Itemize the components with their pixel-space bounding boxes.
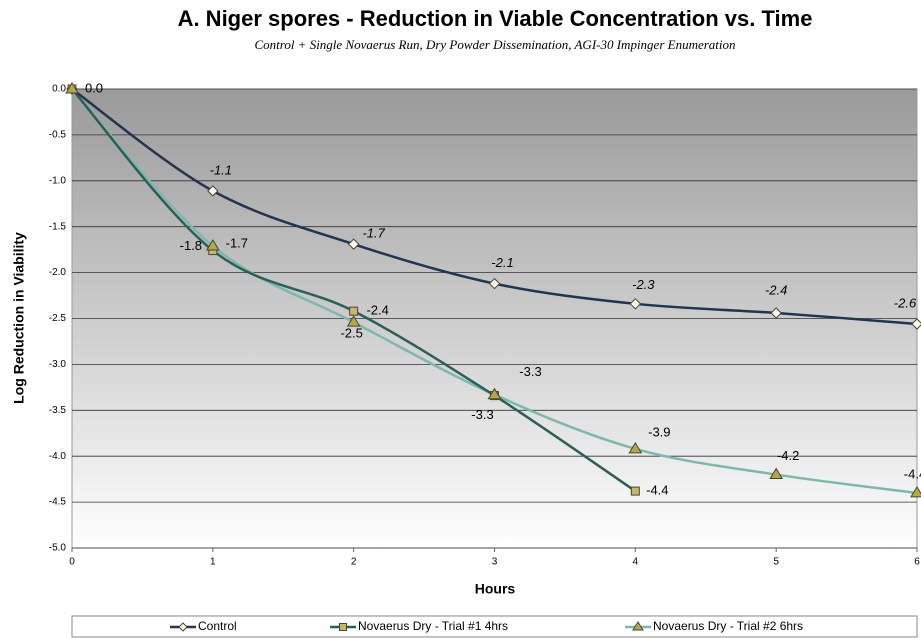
data-label: -2.3 [632, 277, 655, 292]
marker [347, 238, 360, 250]
marker [346, 315, 361, 327]
x-tick-label: 6 [914, 557, 920, 568]
x-tick-label: 1 [210, 557, 216, 568]
x-tick-label: 4 [633, 557, 639, 568]
x-tick-label: 5 [773, 557, 779, 568]
y-tick-label: -1.5 [49, 221, 67, 232]
marker [769, 467, 784, 480]
data-label: -3.3 [519, 364, 541, 379]
y-tick-label: -2.5 [49, 313, 67, 324]
y-tick-label: 0.0 [52, 84, 66, 95]
marker [630, 486, 640, 496]
y-tick-label: -2.0 [49, 267, 67, 278]
data-label: -4.2 [777, 448, 799, 463]
marker [911, 318, 921, 330]
y-tick-label: -3.5 [49, 405, 67, 416]
legend-marker [339, 623, 347, 631]
marker [770, 307, 782, 319]
legend-label: Novaerus Dry - Trial #1 4hrs [358, 619, 508, 633]
data-label: -3.3 [471, 407, 493, 422]
data-label: 0.0 [85, 80, 103, 95]
data-label: -1.8 [180, 238, 202, 253]
data-label: -1.7 [226, 235, 248, 250]
y-tick-label: -4.0 [49, 451, 67, 462]
data-label: -2.5 [340, 326, 362, 341]
y-tick-label: -1.0 [49, 175, 67, 186]
marker [487, 387, 502, 400]
marker [349, 306, 359, 316]
data-label: -1.1 [210, 162, 232, 177]
y-axis-title: Log Reduction in Viability [11, 232, 27, 404]
marker [205, 239, 220, 251]
y-tick-label: -5.0 [49, 543, 67, 554]
marker [628, 441, 643, 454]
legend [71, 615, 918, 638]
data-label: -2.4 [366, 303, 388, 318]
legend-marker [178, 622, 188, 632]
marker [488, 277, 501, 290]
legend-label: Control [198, 619, 237, 633]
x-tick-label: 0 [69, 557, 75, 568]
x-tick-label: 3 [492, 557, 498, 568]
y-tick-label: -3.0 [49, 359, 67, 370]
data-label: -2.4 [765, 282, 787, 297]
x-axis-title: Hours [475, 581, 516, 597]
data-label: -1.7 [362, 226, 385, 241]
chart-title: A. Niger spores - Reduction in Viable Co… [178, 6, 813, 31]
chart-subtitle: Control + Single Novaerus Run, Dry Powde… [254, 37, 735, 52]
marker [207, 185, 219, 197]
data-label: -2.1 [491, 255, 513, 270]
legend-label: Novaerus Dry - Trial #2 6hrs [653, 619, 803, 633]
data-label: -4.4 [646, 483, 668, 498]
data-label: -2.6 [894, 295, 917, 310]
data-label: -4.4 [904, 466, 921, 481]
legend-marker [632, 621, 644, 631]
marker [910, 485, 921, 498]
x-tick-label: 2 [351, 557, 357, 568]
marker [629, 298, 642, 310]
y-tick-label: -0.5 [49, 130, 67, 141]
y-tick-label: -4.5 [49, 497, 67, 508]
marker [65, 82, 79, 94]
data-label: -3.9 [648, 424, 670, 439]
